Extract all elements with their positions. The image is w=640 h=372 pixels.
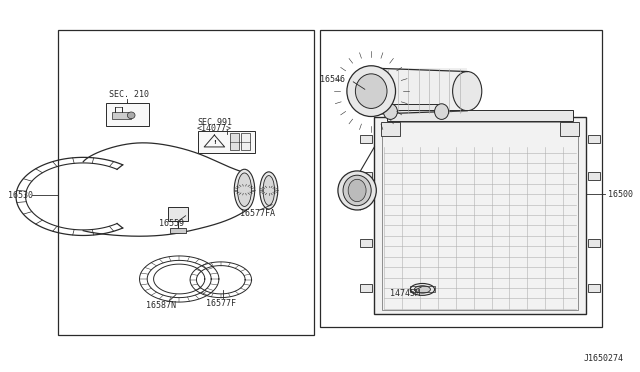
Bar xyxy=(170,228,186,232)
Text: 16500: 16500 xyxy=(608,190,633,199)
Ellipse shape xyxy=(410,283,435,295)
Bar xyxy=(560,122,579,136)
Bar xyxy=(241,133,250,150)
Bar xyxy=(106,103,149,126)
Bar xyxy=(381,122,400,136)
Bar xyxy=(588,172,600,180)
Ellipse shape xyxy=(435,104,449,119)
Text: SEC. 210: SEC. 210 xyxy=(109,90,149,99)
Ellipse shape xyxy=(263,176,275,205)
Bar xyxy=(588,239,600,247)
Bar xyxy=(360,135,372,143)
Bar xyxy=(320,30,602,327)
Bar xyxy=(112,112,131,119)
Bar xyxy=(371,68,467,114)
Ellipse shape xyxy=(452,71,482,111)
Ellipse shape xyxy=(355,74,387,108)
Text: SEC.991: SEC.991 xyxy=(197,118,232,127)
Bar xyxy=(198,131,255,153)
Text: 14745M: 14745M xyxy=(390,289,420,298)
Bar xyxy=(588,135,600,143)
Bar xyxy=(168,207,188,221)
Bar xyxy=(410,286,435,292)
Bar xyxy=(58,30,314,335)
Bar xyxy=(387,110,573,121)
Text: <14077>: <14077> xyxy=(197,124,232,133)
Ellipse shape xyxy=(237,173,252,206)
Text: 16559: 16559 xyxy=(159,219,184,228)
Ellipse shape xyxy=(234,169,255,210)
Bar xyxy=(390,104,442,119)
Bar xyxy=(588,284,600,292)
Text: 16577F: 16577F xyxy=(206,299,236,308)
Bar xyxy=(230,133,239,150)
Ellipse shape xyxy=(338,171,376,210)
Ellipse shape xyxy=(347,66,396,116)
Ellipse shape xyxy=(343,175,371,206)
Text: !: ! xyxy=(213,140,216,145)
Bar xyxy=(360,284,372,292)
Bar xyxy=(360,239,372,247)
Ellipse shape xyxy=(127,112,135,119)
Bar xyxy=(374,117,586,314)
Ellipse shape xyxy=(348,179,366,202)
Ellipse shape xyxy=(260,172,278,209)
Text: 16546: 16546 xyxy=(320,76,345,84)
Bar xyxy=(382,122,578,310)
Text: 16530: 16530 xyxy=(8,191,33,200)
Ellipse shape xyxy=(415,286,431,293)
Bar xyxy=(374,117,586,314)
Ellipse shape xyxy=(383,104,397,119)
Text: J1650274: J1650274 xyxy=(584,355,624,363)
Bar xyxy=(360,172,372,180)
Text: 16587N: 16587N xyxy=(146,301,176,310)
Text: 16577FA: 16577FA xyxy=(240,209,275,218)
